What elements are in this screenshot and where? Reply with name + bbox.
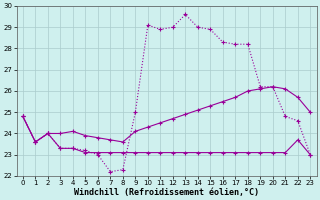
X-axis label: Windchill (Refroidissement éolien,°C): Windchill (Refroidissement éolien,°C)	[74, 188, 259, 197]
